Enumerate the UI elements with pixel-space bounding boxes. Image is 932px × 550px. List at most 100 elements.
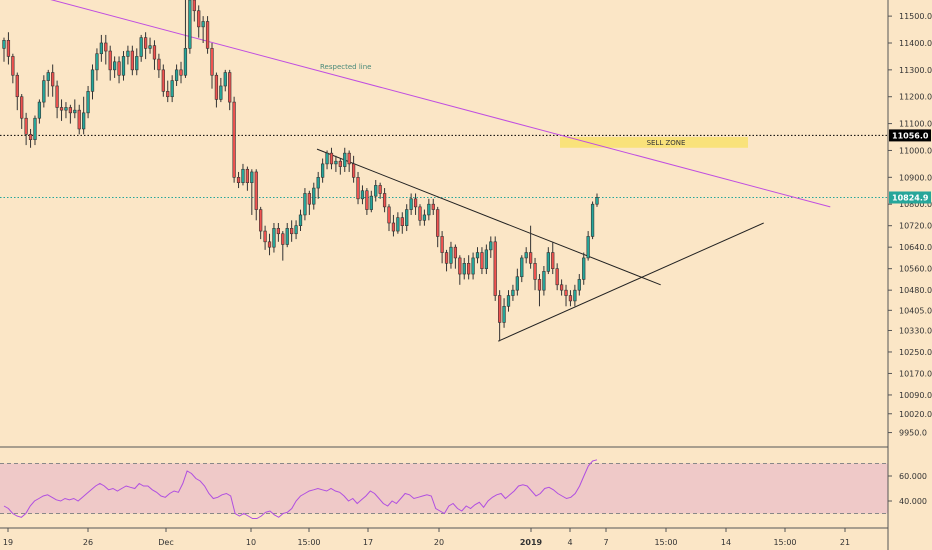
candle-body[interactable] [506,295,511,307]
candle-body[interactable] [267,241,272,248]
candle-body[interactable] [241,168,245,183]
candle-body[interactable] [431,203,435,210]
candle-body[interactable] [480,252,484,269]
candle-body[interactable] [28,134,33,141]
candle-body[interactable] [73,109,77,114]
candle-body[interactable] [59,107,64,111]
candle-body[interactable] [285,228,289,245]
triangle-upper-trendline[interactable] [316,148,661,286]
candle-body[interactable] [360,190,365,200]
candle-body[interactable] [400,217,404,226]
candle-body[interactable] [595,197,599,205]
rsi-line[interactable] [3,459,598,519]
candle-body[interactable] [104,42,108,52]
candle-body[interactable] [533,263,537,280]
candle-body[interactable] [546,252,550,272]
candle-body[interactable] [374,185,378,197]
candle-body[interactable] [126,50,130,57]
candle-body[interactable] [245,168,250,183]
candle-body[interactable] [520,257,524,278]
candle-body[interactable] [440,236,444,253]
candle-body[interactable] [325,152,329,165]
candle-body[interactable] [528,252,533,264]
respected-line-trendline[interactable] [2,0,831,208]
candle-body[interactable] [369,195,373,210]
candle-body[interactable] [121,56,126,76]
candle-body[interactable] [347,152,351,165]
candle-body[interactable] [303,193,307,216]
candle-body[interactable] [15,74,19,98]
candle-body[interactable] [117,61,121,76]
candle-body[interactable] [365,190,369,210]
candle-body[interactable] [462,263,466,275]
candle-body[interactable] [210,48,214,76]
candle-body[interactable] [259,209,263,232]
candle-body[interactable] [298,214,303,226]
sell-zone-box[interactable] [560,137,748,148]
candle-body[interactable] [108,50,112,71]
candle-body[interactable] [64,107,68,111]
candle-body[interactable] [320,163,325,178]
candle-body[interactable] [152,45,157,60]
candle-body[interactable] [312,187,316,205]
candle-body[interactable] [139,37,143,57]
candle-body[interactable] [559,284,564,291]
candle-body[interactable] [551,252,555,269]
candle-body[interactable] [475,252,480,259]
candle-body[interactable] [294,225,298,235]
candle-body[interactable] [68,107,73,114]
candle-body[interactable] [493,241,497,296]
candle-body[interactable] [409,198,413,210]
candle-body[interactable] [590,203,595,237]
candle-body[interactable] [586,236,590,259]
candle-body[interactable] [356,177,360,200]
candle-body[interactable] [188,0,192,49]
candle-body[interactable] [329,152,334,165]
candle-body[interactable] [250,171,254,183]
candle-body[interactable] [427,203,431,216]
candle-body[interactable] [338,160,342,167]
candle-body[interactable] [422,214,427,221]
candle-body[interactable] [205,21,210,49]
candle-body[interactable] [573,289,577,302]
candle-body[interactable] [174,69,179,81]
candle-body[interactable] [232,101,236,178]
candle-body[interactable] [382,193,387,208]
candle-body[interactable] [263,230,267,243]
candle-body[interactable] [387,206,391,224]
candle-body[interactable] [166,91,170,98]
candle-body[interactable] [444,252,449,264]
candle-body[interactable] [55,85,59,108]
candle-body[interactable] [77,109,81,130]
candle-body[interactable] [458,257,462,275]
candle-body[interactable] [143,37,148,49]
candle-body[interactable] [524,252,528,259]
candle-body[interactable] [343,152,347,167]
candle-body[interactable] [228,72,232,103]
candle-body[interactable] [82,112,86,130]
candle-body[interactable] [537,279,542,291]
candle-body[interactable] [254,171,258,210]
candle-body[interactable] [192,0,196,12]
candle-body[interactable] [467,263,471,275]
candle-body[interactable] [307,193,311,205]
candle-body[interactable] [391,222,396,232]
candle-body[interactable] [542,271,546,291]
candle-body[interactable] [24,117,28,135]
candle-body[interactable] [498,295,502,323]
candle-body[interactable] [219,85,223,100]
candle-body[interactable] [378,185,382,194]
candle-body[interactable] [449,246,453,264]
candle-body[interactable] [290,228,294,235]
candle-body[interactable] [281,233,285,245]
candle-body[interactable] [46,72,50,81]
candle-body[interactable] [515,276,519,291]
candle-body[interactable] [413,198,418,208]
candle-body[interactable] [555,268,559,286]
candle-body[interactable] [316,177,320,189]
candle-body[interactable] [582,257,586,280]
candle-body[interactable] [90,69,95,92]
candle-body[interactable] [334,160,338,165]
candle-body[interactable] [51,72,55,87]
